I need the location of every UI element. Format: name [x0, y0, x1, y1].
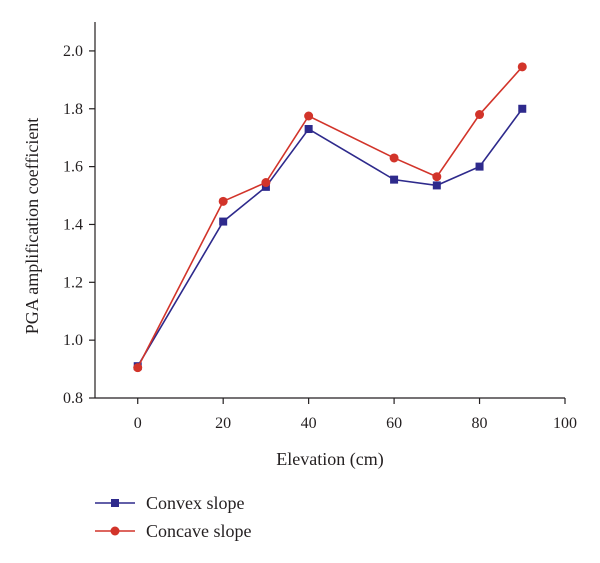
series-0 — [133, 104, 527, 371]
x-tick-label: 20 — [215, 415, 231, 432]
series-1 — [133, 62, 527, 373]
data-point — [219, 217, 228, 226]
data-point — [390, 175, 399, 184]
x-tick-label: 80 — [472, 415, 488, 432]
x-tick-label: 60 — [386, 415, 402, 432]
y-tick-label: 1.8 — [63, 101, 83, 118]
data-point — [475, 110, 485, 120]
y-tick-label: 1.2 — [63, 274, 83, 291]
y-tick-label: 2.0 — [63, 43, 83, 60]
x-tick-label: 100 — [553, 415, 577, 432]
data-point — [475, 162, 484, 171]
legend-marker — [110, 526, 120, 536]
y-tick-label: 0.8 — [63, 390, 83, 407]
data-point — [432, 172, 442, 182]
data-point — [133, 363, 143, 373]
series-line — [137, 66, 523, 368]
legend-label: Convex slope — [146, 493, 245, 513]
data-point — [389, 153, 399, 163]
chart-series — [133, 62, 527, 373]
x-tick-label: 0 — [134, 415, 142, 432]
data-point — [432, 181, 441, 190]
chart-legend: Convex slope Concave slope — [95, 493, 251, 541]
y-tick-label: 1.0 — [63, 332, 83, 349]
x-axis-label: Elevation (cm) — [276, 449, 383, 470]
chart-axes: 0.8 1.0 1.2 1.4 1.6 1.8 2.0 0 20 40 60 80 100 — [63, 22, 577, 432]
y-tick-label: 1.4 — [63, 216, 83, 233]
data-point — [518, 104, 527, 113]
legend-label: Concave slope — [146, 521, 251, 541]
x-tick-label: 40 — [301, 415, 317, 432]
data-point — [218, 196, 228, 206]
series-line — [137, 108, 523, 367]
legend-item: Concave slope — [95, 521, 251, 541]
legend-marker — [111, 499, 119, 507]
data-point — [304, 111, 314, 121]
data-point — [304, 125, 313, 134]
data-point — [261, 178, 271, 188]
y-axis-label: PGA amplification coefficient — [22, 118, 42, 335]
legend-item: Convex slope — [95, 493, 245, 513]
data-point — [517, 62, 527, 72]
y-tick-label: 1.6 — [63, 159, 83, 176]
